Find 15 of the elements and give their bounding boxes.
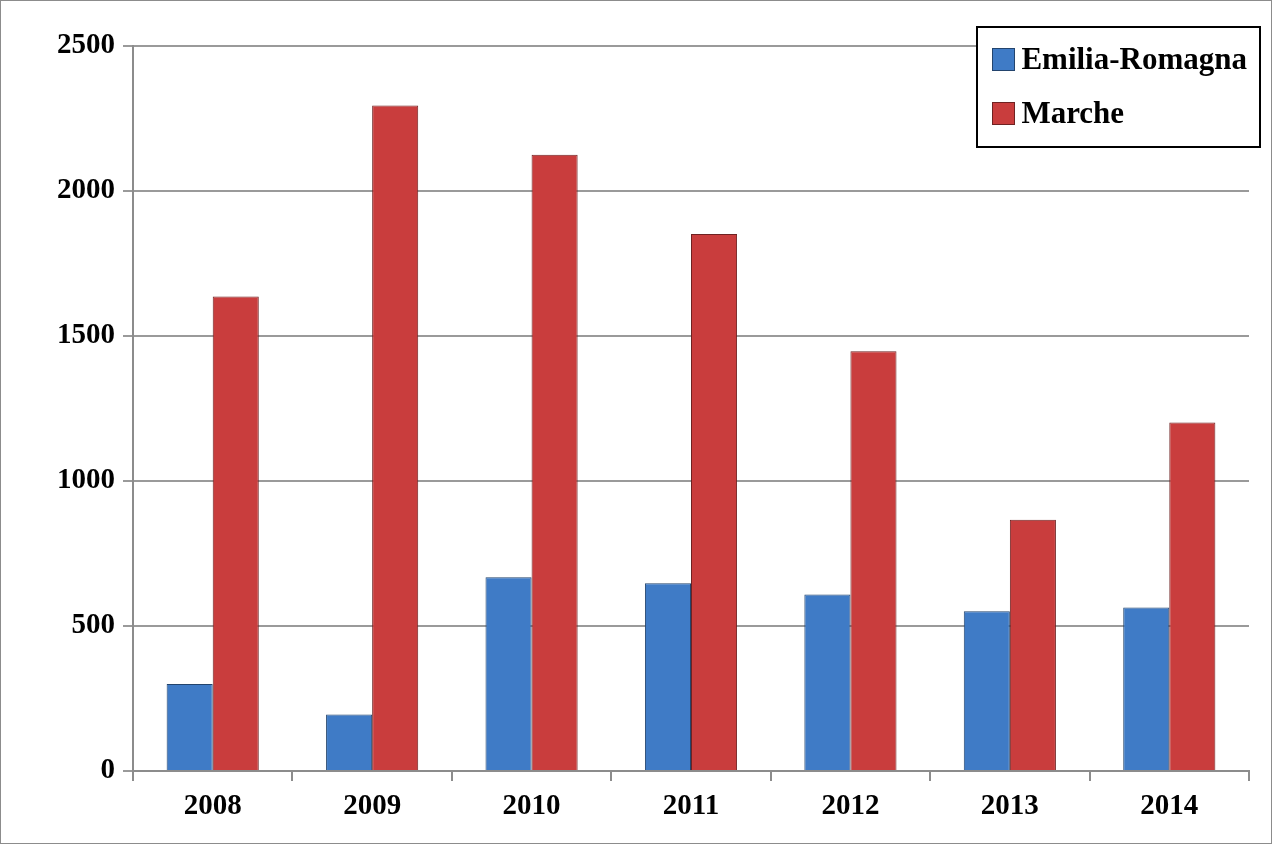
y-tick-label: 0 <box>100 752 115 785</box>
y-tick-label: 1500 <box>57 317 115 350</box>
x-tick-label: 2010 <box>502 787 561 820</box>
x-tick-label: 2013 <box>980 787 1039 820</box>
x-tick-label: 2009 <box>343 787 402 820</box>
x-tick-label: 2008 <box>183 787 242 820</box>
legend-label: Emilia-Romagna <box>1021 40 1247 78</box>
x-tick-label: 2014 <box>1140 787 1199 820</box>
legend-label: Marche <box>1021 94 1125 132</box>
x-tick-label: 2011 <box>662 787 720 820</box>
y-tick-label: 2000 <box>57 172 115 205</box>
y-tick-label: 500 <box>71 607 115 640</box>
y-tick-label: 1000 <box>57 462 115 495</box>
x-tick-label: 2012 <box>821 787 880 820</box>
y-tick-label: 2500 <box>57 27 115 60</box>
